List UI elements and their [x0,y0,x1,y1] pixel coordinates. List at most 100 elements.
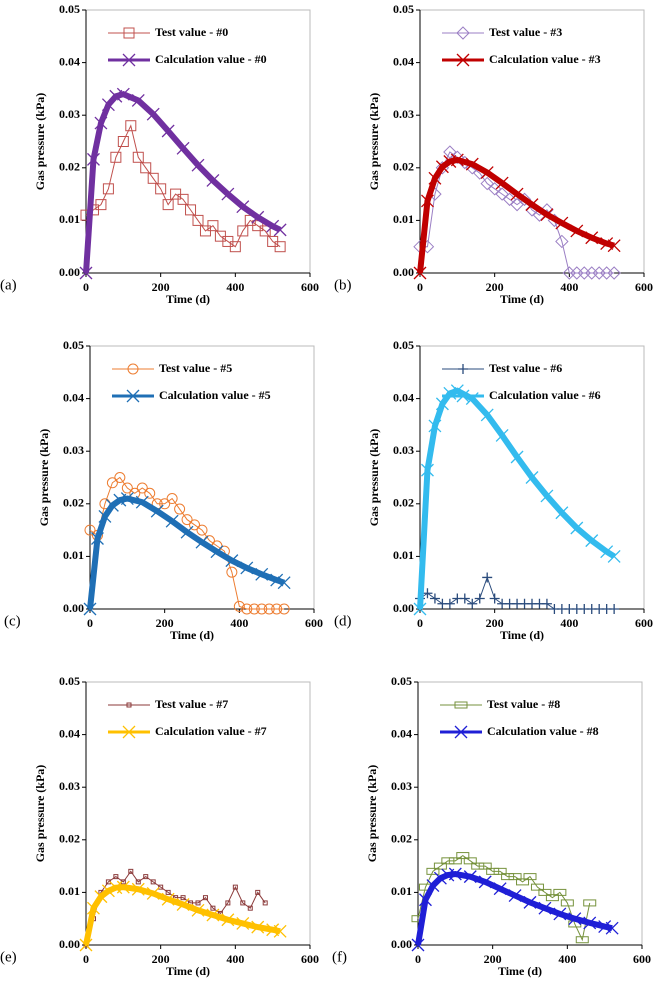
marker [570,224,584,238]
marker [131,94,145,107]
marker [510,450,524,464]
marker [150,504,164,518]
legend-label: Test value - #6 [489,361,562,375]
marker [176,898,190,911]
marker [113,493,127,507]
marker [465,157,479,171]
x-tick-label: 400 [560,616,578,630]
y-axis-label: Gas pressure (kPa) [365,765,379,863]
marker [121,482,133,494]
panel: 0.00 0.01 0.02 0.03 0.04 0.05 0 200 400 600 Time (… [0,2,319,306]
marker [450,153,464,167]
marker [583,899,597,907]
marker [419,893,432,907]
marker [221,913,235,927]
marker [191,158,205,172]
marker [459,593,470,604]
marker [123,27,135,39]
x-tick-label: 0 [415,952,421,966]
marker [433,871,447,885]
marker [165,889,171,895]
marker [501,873,515,881]
marker [530,883,544,891]
marker [102,183,114,195]
panel-label: (b) [334,277,352,293]
marker [240,900,246,906]
y-tick-label: 0.02 [391,832,412,846]
marker [538,888,552,896]
x-tick-label: 600 [635,280,653,294]
marker [125,120,137,132]
marker [448,857,462,865]
marker [274,241,286,253]
marker [489,593,500,604]
marker [161,892,175,906]
x-tick-label: 200 [156,616,174,630]
marker [84,524,96,536]
marker [428,171,442,185]
marker [585,231,599,245]
marker [206,908,220,922]
marker [116,880,130,894]
plot-frame [419,9,645,274]
legend-label: Calculation value - #3 [489,52,601,66]
marker [140,162,152,174]
marker [126,702,132,708]
x-tick-label: 400 [560,280,578,294]
marker [237,225,249,237]
marker [98,509,112,523]
marker [607,549,621,563]
marker [221,187,235,201]
marker [598,920,612,934]
series-line [87,495,286,610]
marker [493,867,507,875]
marker [448,867,462,881]
marker [116,87,130,101]
marker [94,890,108,904]
x-tick-label: 400 [558,952,576,966]
marker [94,116,108,130]
marker [105,498,119,512]
marker [411,938,425,952]
marker [600,545,614,559]
marker [278,603,290,615]
y-tick-label: 0.04 [391,726,412,740]
marker [225,554,239,568]
marker [428,419,442,433]
marker [233,600,245,612]
y-axis-label: Gas pressure (kPa) [367,93,381,191]
marker [232,884,238,890]
marker [600,237,614,251]
marker [87,152,100,166]
legend-label: Calculation value - #7 [155,724,267,738]
marker [454,701,468,709]
legend-label: Test value - #5 [159,361,232,375]
y-axis-label: Gas pressure (kPa) [33,93,47,191]
y-tick-label: 0.02 [63,496,84,510]
marker [117,136,129,147]
legend-label: Test value - #7 [155,697,228,711]
marker [122,53,136,67]
y-tick-label: 0.02 [59,160,80,174]
marker [226,566,238,578]
x-tick-label: 600 [635,616,653,630]
panel: 0.00 0.01 0.02 0.03 0.04 0.05 0 200 400 600 Time (… [4,338,323,642]
x-axis-label: Time (d) [166,292,210,306]
marker [422,588,433,599]
marker [206,173,220,187]
marker [248,603,260,615]
marker [495,428,509,442]
marker [508,889,522,903]
marker [189,519,201,531]
marker [87,901,100,915]
marker [120,492,134,505]
marker [443,155,457,168]
y-tick-label: 0.04 [393,390,414,404]
marker [585,534,599,548]
panel-label: (c) [4,613,21,629]
marker [429,593,440,604]
marker [421,194,434,208]
y-tick-label: 0.00 [59,265,80,279]
y-tick-label: 0.03 [391,779,412,793]
marker [128,868,134,874]
